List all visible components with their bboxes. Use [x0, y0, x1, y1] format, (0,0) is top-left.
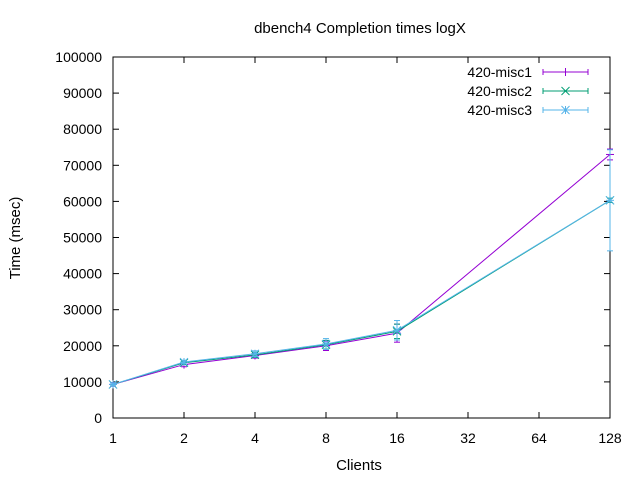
series-420-misc2 [108, 195, 615, 389]
x-tick-label: 32 [460, 430, 476, 446]
y-tick-label: 0 [94, 410, 102, 426]
y-tick-label: 100000 [55, 49, 102, 65]
data-point [605, 195, 615, 205]
series-420-misc3 [108, 149, 615, 389]
legend-marker [561, 86, 570, 96]
y-tick-label: 40000 [63, 266, 102, 282]
chart-title: dbench4 Completion times logX [254, 20, 466, 37]
data-point [108, 380, 118, 389]
y-tick-label: 90000 [63, 85, 102, 101]
legend-marker [561, 105, 570, 115]
y-tick-label: 80000 [63, 121, 102, 137]
y-tick-label: 10000 [63, 374, 102, 390]
legend-label: 420-misc3 [467, 102, 532, 118]
legend-item: 420-misc1 [467, 64, 589, 80]
y-tick-label: 50000 [63, 230, 102, 246]
x-tick-label: 16 [389, 430, 405, 446]
data-point [321, 339, 331, 349]
plot-area: 0 10000 20000 30000 40000 50000 60000 70000 8000… [55, 49, 622, 446]
y-tick-label: 60000 [63, 193, 102, 209]
x-tick-label: 1 [109, 430, 117, 446]
series-line [112, 199, 611, 385]
y-tick-label: 70000 [63, 157, 102, 173]
legend: 420-misc1 420-misc2 420-misc3 [467, 64, 589, 118]
x-tick-label: 2 [180, 430, 188, 446]
y-tick-label: 30000 [63, 302, 102, 318]
y-axis-label: Time (msec) [7, 197, 24, 280]
y-tick-label: 20000 [63, 338, 102, 354]
x-tick-label: 4 [251, 430, 259, 446]
data-point [392, 325, 402, 335]
series-line [112, 199, 611, 385]
legend-label: 420-misc1 [467, 64, 532, 80]
x-axis-label: Clients [336, 457, 382, 474]
x-tick-label: 64 [531, 430, 547, 446]
x-tick-label: 128 [598, 430, 622, 446]
data-point [250, 349, 260, 359]
series-420-misc1 [109, 148, 614, 389]
legend-label: 420-misc2 [467, 83, 532, 99]
series-line [112, 154, 611, 385]
legend-item: 420-misc2 [467, 83, 589, 99]
legend-item: 420-misc3 [467, 102, 589, 118]
x-tick-label: 8 [322, 430, 330, 446]
data-point [179, 357, 189, 367]
legend-marker [561, 68, 570, 76]
